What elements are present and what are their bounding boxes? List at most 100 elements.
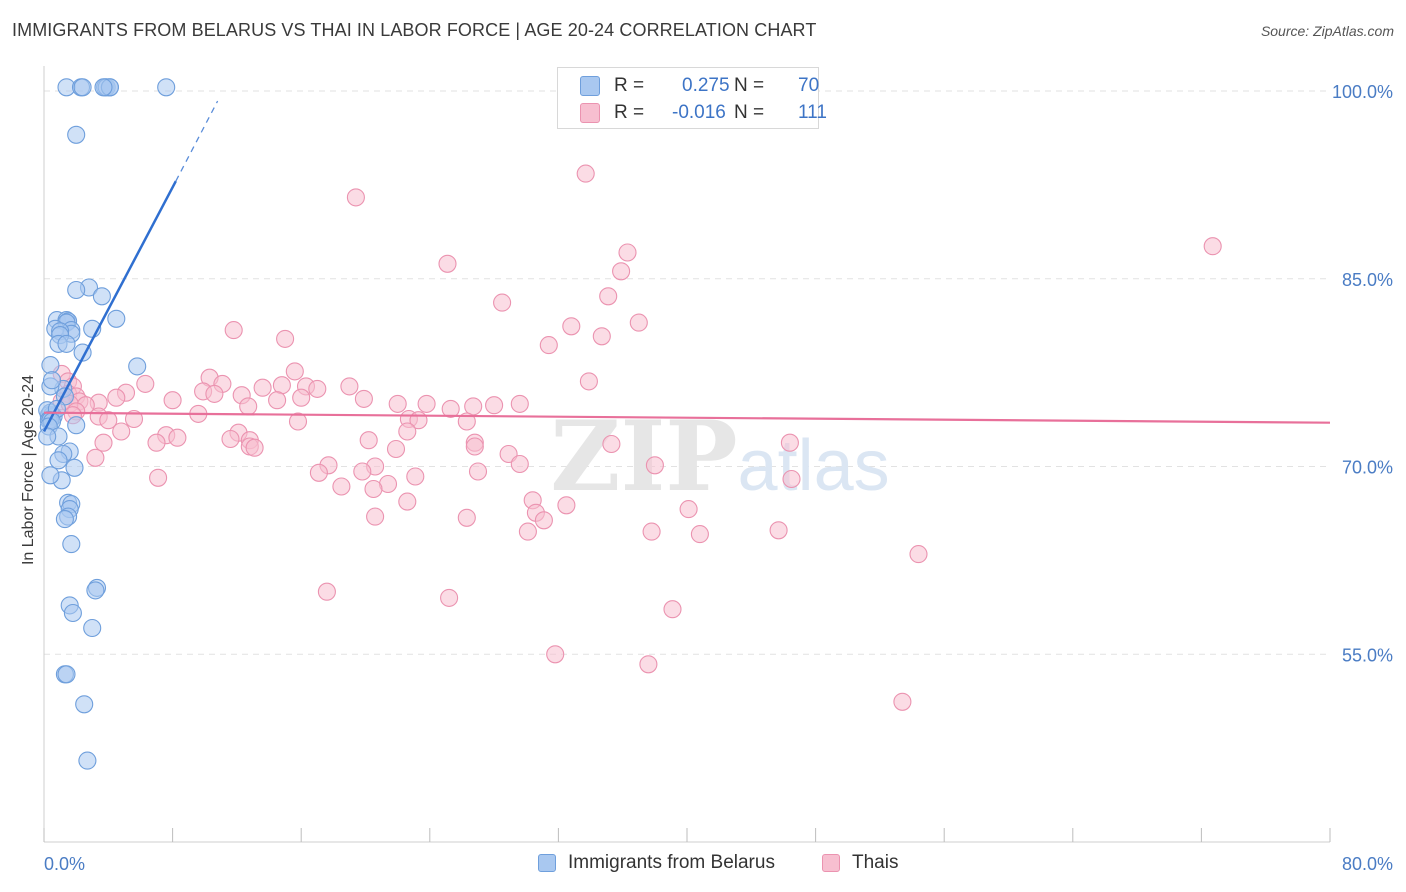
thais-point [576,164,595,183]
thais-point [464,397,483,416]
legend-swatch-belarus [580,76,600,96]
belarus-point [128,357,147,376]
thais-point [253,378,272,397]
thais-point [398,492,417,511]
thais-point [112,422,131,441]
thais-point [769,521,788,540]
thais-point [94,433,113,452]
legend-swatch-belarus [538,854,556,872]
thais-point [354,389,373,408]
y-tick-label: 100.0% [1332,82,1393,102]
belarus-point [67,416,86,435]
belarus-point [94,78,113,97]
thais-point [285,362,304,381]
thais-point [1203,237,1222,256]
thais-point [441,399,460,418]
thais-point [457,412,476,431]
thais-point [224,321,243,340]
thais-point [518,522,537,541]
thais-point [579,372,598,391]
n-label: N = [734,75,765,96]
belarus-point [55,510,74,529]
gridlines [44,90,1330,655]
belarus-point [157,78,176,97]
thais-point [245,438,264,457]
belarus-point [67,280,86,300]
n-value: 70 [798,75,820,96]
thais-point [124,409,144,429]
belarus-point [49,451,68,470]
legend-swatch-thais [822,854,840,872]
stats-legend: R = 0.275 N = 70 R = -0.016 N = 111 [557,67,827,129]
belarus-point [62,535,81,554]
thais-point [168,428,187,447]
thais-point [346,188,365,207]
thais-point [546,645,565,664]
thais-point [309,463,328,482]
belarus-point [38,427,57,446]
thais-point [645,456,664,475]
thais-point [406,467,425,486]
thais-point [317,582,336,601]
belarus-point [57,334,76,353]
thais-point [690,525,709,544]
thais-point [893,692,912,711]
x-tick-label: 80.0% [1342,854,1393,874]
n-value: 111 [798,102,827,123]
belarus-point [83,618,102,638]
legend-label-thais: Thais [852,852,899,873]
thais-point [618,243,637,262]
thais-point [510,454,529,474]
thais-point [239,397,258,416]
belarus-point [41,356,60,375]
x-tick-label: 0.0% [44,854,85,874]
thais-point [417,394,436,413]
belarus-point [65,458,84,477]
belarus-points [38,78,176,770]
thais-point [308,379,327,398]
belarus-point [67,125,86,144]
series-legend: Immigrants from Belarus Thais [0,852,1406,878]
thais-point [562,317,581,336]
thais-point [599,287,618,306]
belarus-trend-line [42,180,177,433]
thais-point [359,431,378,450]
source-label: Source: ZipAtlas.com [1260,23,1394,39]
belarus-point [41,466,60,485]
legend-swatch-thais [580,103,600,123]
thais-point [629,313,648,332]
belarus-point [92,287,111,306]
thais-point [149,468,168,487]
thais-point [592,327,611,346]
thais-point [292,388,311,407]
thais-point [557,496,576,515]
thais-point [438,254,457,273]
thais-point [468,462,488,481]
thais-point [276,329,295,348]
thais-point [386,439,406,459]
thais-point [288,412,308,431]
thais-point [332,477,351,496]
thais-point [272,376,291,395]
thais-point [99,411,118,430]
y-tick-label: 55.0% [1342,645,1393,665]
thais-points [52,76,1222,711]
chart-title: IMMIGRANTS FROM BELARUS VS THAI IN LABOR… [12,20,817,40]
r-label: R = [614,75,645,96]
r-value: -0.016 [672,102,726,123]
thais-point [107,388,126,407]
thais-point [780,433,799,452]
y-tick-label: 85.0% [1342,270,1393,290]
thais-point [909,545,928,564]
thais-point [440,588,459,607]
r-value: 0.275 [682,75,730,96]
thais-point [221,429,240,449]
thais-point [782,469,801,489]
trend-lines [42,100,1331,433]
thais-point [539,336,558,355]
thais-trend-line [43,411,1331,424]
belarus-point [75,695,94,714]
thais-point [534,511,553,530]
thais-point [366,507,385,526]
